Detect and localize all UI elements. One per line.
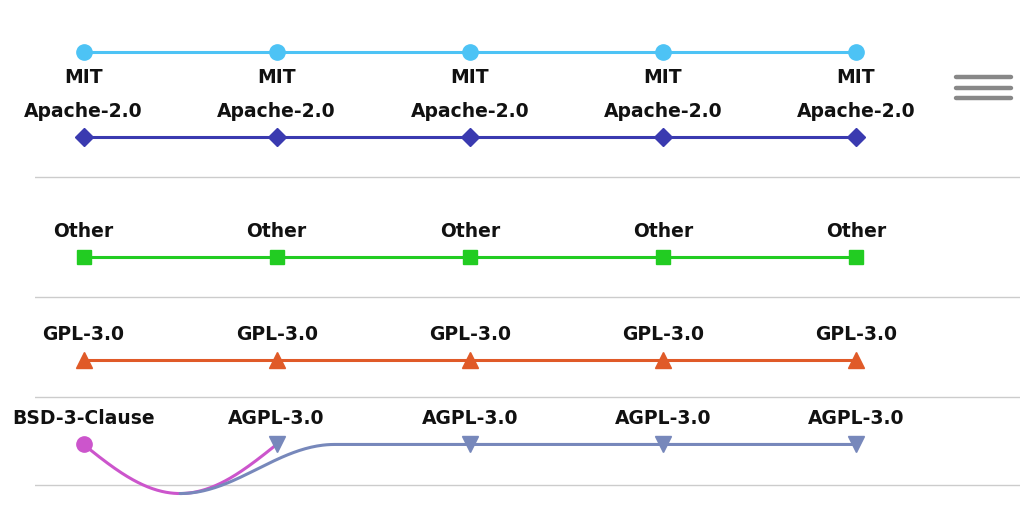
Text: Apache-2.0: Apache-2.0 [604, 102, 722, 121]
Text: BSD-3-Clause: BSD-3-Clause [12, 410, 154, 428]
Text: Other: Other [247, 222, 307, 241]
Text: AGPL-3.0: AGPL-3.0 [421, 410, 518, 428]
Text: MIT: MIT [450, 68, 489, 87]
Text: AGPL-3.0: AGPL-3.0 [808, 410, 904, 428]
Text: GPL-3.0: GPL-3.0 [429, 325, 510, 344]
Text: MIT: MIT [258, 68, 296, 87]
Text: Other: Other [53, 222, 114, 241]
Text: Apache-2.0: Apache-2.0 [797, 102, 916, 121]
Text: AGPL-3.0: AGPL-3.0 [228, 410, 325, 428]
Text: Apache-2.0: Apache-2.0 [25, 102, 143, 121]
Text: MIT: MIT [64, 68, 103, 87]
Text: Apache-2.0: Apache-2.0 [410, 102, 529, 121]
Text: MIT: MIT [837, 68, 876, 87]
Text: Other: Other [633, 222, 693, 241]
Text: AGPL-3.0: AGPL-3.0 [615, 410, 711, 428]
Text: GPL-3.0: GPL-3.0 [235, 325, 318, 344]
Text: GPL-3.0: GPL-3.0 [815, 325, 897, 344]
Text: Other: Other [826, 222, 886, 241]
Text: GPL-3.0: GPL-3.0 [622, 325, 704, 344]
Text: Other: Other [440, 222, 500, 241]
Text: Apache-2.0: Apache-2.0 [217, 102, 336, 121]
Text: GPL-3.0: GPL-3.0 [43, 325, 125, 344]
Text: MIT: MIT [643, 68, 682, 87]
